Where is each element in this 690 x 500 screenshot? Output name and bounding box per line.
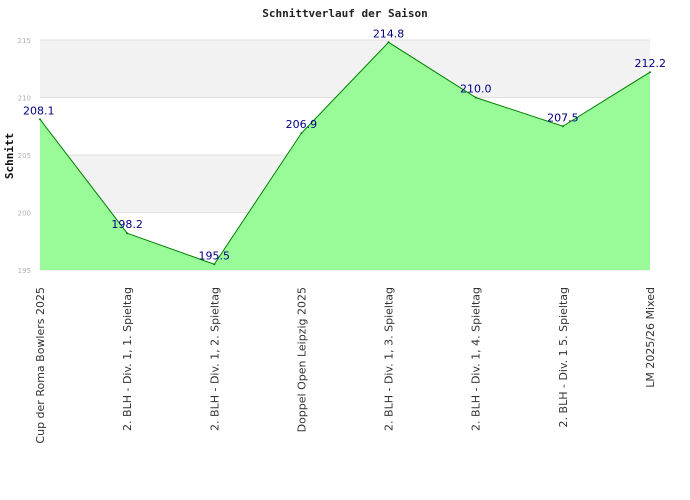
- x-tick-label: Doppel Open Leipzig 2025: [295, 287, 308, 432]
- data-label: 207.5: [547, 111, 579, 124]
- data-point: [213, 263, 216, 266]
- data-point: [649, 71, 651, 74]
- data-point: [561, 125, 564, 128]
- data-label: 212.2: [635, 57, 667, 70]
- data-point: [474, 96, 477, 99]
- data-series: [39, 41, 651, 270]
- data-label: 210.0: [460, 83, 492, 96]
- y-tick-label: 215: [18, 37, 31, 45]
- data-label: 208.1: [23, 104, 55, 117]
- data-label: 198.2: [111, 218, 143, 231]
- x-tick-label: 2. BLH - Div. 1, 4. Spieltag: [470, 287, 483, 431]
- x-axis-ticks: Cup der Roma Bowlers 2025 2. BLH - Div. 1…: [34, 287, 657, 444]
- data-label: 214.8: [373, 27, 405, 40]
- series-line: [39, 41, 651, 265]
- x-tick-label: 2. BLH - Div. 1, 2. Spieltag: [208, 287, 221, 431]
- x-tick-label: LM 2025/26 Mixed: [644, 287, 657, 388]
- data-label: 195.5: [199, 249, 231, 262]
- x-tick-label: Cup der Roma Bowlers 2025: [34, 287, 47, 444]
- data-point: [300, 132, 303, 135]
- data-labels: 208.1 198.2 195.5 206.9 214.8 210.0 207.5 212.2: [23, 27, 666, 262]
- data-point: [126, 232, 129, 235]
- y-tick-label: 205: [18, 152, 31, 160]
- data-point: [39, 118, 41, 121]
- x-tick-label: 2. BLH - Div. 1, 1. Spieltag: [121, 287, 134, 431]
- y-axis-label: Schnitt: [3, 133, 16, 179]
- x-tick-label: 2. BLH - Div. 1 5. Spieltag: [557, 287, 570, 427]
- y-tick-label: 200: [18, 210, 31, 218]
- y-tick-label: 195: [18, 267, 31, 275]
- y-axis-ticks: 195 200 205 210 215: [18, 37, 31, 275]
- y-tick-label: 210: [18, 95, 31, 103]
- area-fill: [40, 42, 650, 270]
- data-point: [387, 41, 390, 44]
- x-tick-label: 2. BLH - Div. 1, 3. Spieltag: [383, 287, 396, 431]
- chart-title: Schnittverlauf der Saison: [262, 7, 428, 20]
- data-label: 206.9: [286, 118, 318, 131]
